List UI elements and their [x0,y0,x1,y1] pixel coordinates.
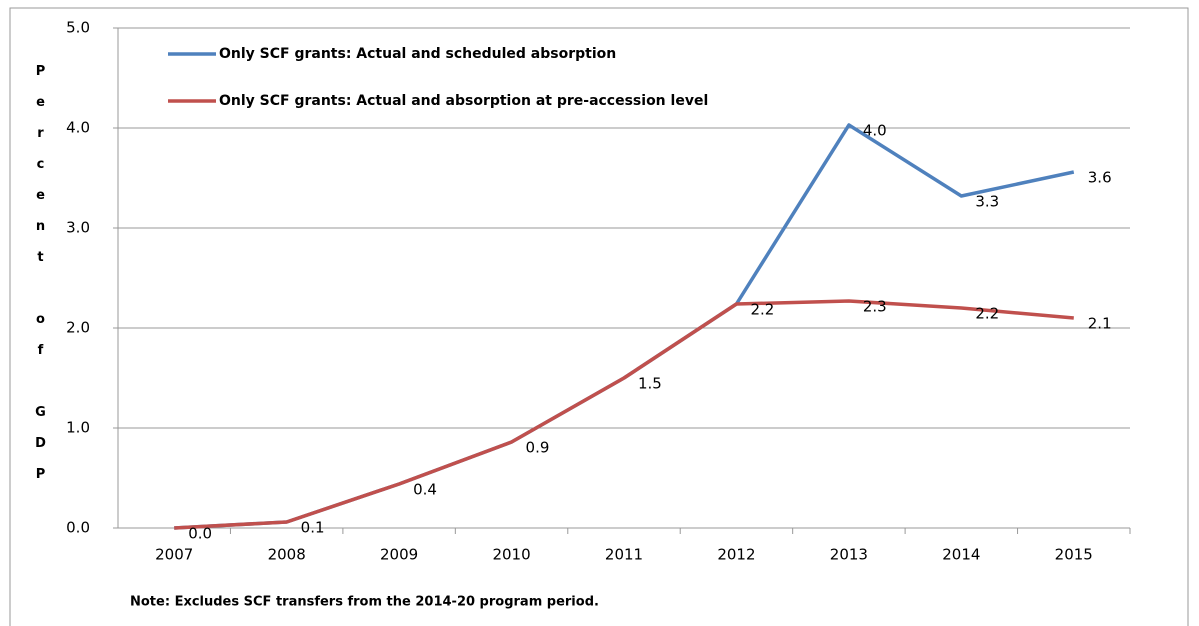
data-label: 3.6 [1088,169,1112,187]
y-tick-label: 5.0 [66,19,90,37]
x-tick-label: 2010 [492,546,530,564]
series-line [174,123,1075,530]
legend-label: Only SCF grants: Actual and absorption a… [219,93,708,109]
data-label: 0.0 [188,525,212,543]
x-tick-label: 2011 [605,546,643,564]
data-label: 0.9 [526,439,550,457]
data-label: 1.5 [638,375,662,393]
x-tick-label: 2014 [942,546,980,564]
y-tick-label: 1.0 [66,419,90,437]
x-tick-label: 2009 [380,546,418,564]
data-label: 2.3 [863,298,887,316]
x-tick-label: 2008 [268,546,306,564]
y-tick-label: 3.0 [66,219,90,237]
legend-label: Only SCF grants: Actual and scheduled ab… [219,46,616,62]
y-axis-label: Percent of GDP [33,64,48,498]
x-tick-label: 2007 [155,546,193,564]
x-tick-label: 2012 [717,546,755,564]
data-label: 0.4 [413,481,437,499]
data-label: 4.0 [863,122,887,140]
data-label: 3.3 [975,193,999,211]
chart-border [9,7,1189,626]
data-label: 2.1 [1088,315,1112,333]
x-tick-label: 2015 [1055,546,1093,564]
data-label: 2.2 [750,301,774,319]
y-tick-label: 4.0 [66,119,90,137]
y-tick-label: 2.0 [66,319,90,337]
series-line [174,299,1074,530]
y-tick-label: 0.0 [66,519,90,537]
data-label: 0.1 [301,519,325,537]
note: Note: Excludes SCF transfers from the 20… [130,595,599,610]
x-tick-label: 2013 [830,546,868,564]
data-label: 2.2 [975,305,999,323]
